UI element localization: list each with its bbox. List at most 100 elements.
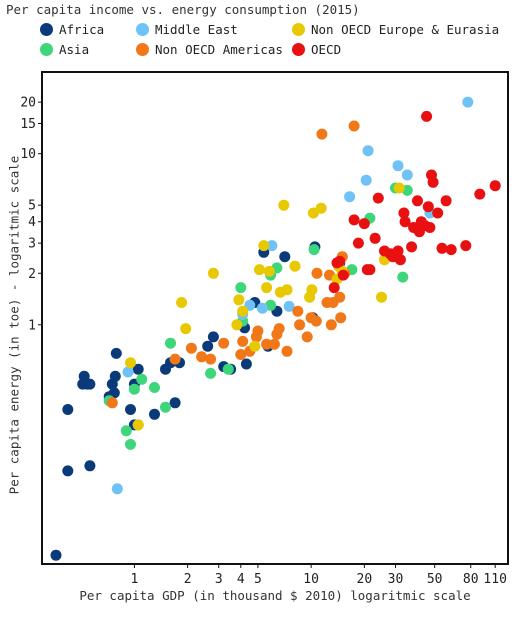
point-non-oecd-europe-eurasia-6 <box>233 294 245 306</box>
point-non-oecd-europe-eurasia-24 <box>376 291 387 303</box>
legend-marker-non-oecd-americas <box>136 43 149 56</box>
point-asia-11 <box>235 282 247 294</box>
point-africa-11 <box>109 370 121 382</box>
point-africa-0 <box>50 549 62 561</box>
legend-label-non-oecd-americas: Non OECD Americas <box>155 42 283 57</box>
y-axis-ticks: 1 2 3 45 10 15 20 <box>20 96 42 333</box>
point-oecd-2 <box>334 255 346 267</box>
point-oecd-17 <box>399 216 411 228</box>
point-asia-16 <box>308 244 320 256</box>
x-tick-label-5: 10 <box>303 572 319 587</box>
point-asia-1 <box>120 425 132 437</box>
point-non-oecd-americas-0 <box>106 397 118 409</box>
point-oecd-0 <box>328 282 340 294</box>
point-oecd-9 <box>369 232 381 244</box>
x-tick-label-2: 3 <box>215 572 223 587</box>
point-middle-east-8 <box>360 174 372 186</box>
legend-label-middle-east: Middle East <box>155 22 238 37</box>
y-tick-label-5: 10 <box>20 147 36 162</box>
point-non-oecd-americas-11 <box>261 338 273 350</box>
point-non-oecd-europe-eurasia-7 <box>237 305 249 317</box>
legend-item-asia: Asia <box>40 42 89 57</box>
point-non-oecd-americas-12 <box>268 338 280 350</box>
point-non-oecd-americas-26 <box>334 291 346 303</box>
point-oecd-3 <box>337 269 349 281</box>
legend-label-non-oecd-europe: Non OECD Europe & Eurasia <box>311 22 500 37</box>
x-tick-label-7: 30 <box>388 572 404 587</box>
legend-item-middle-east: Middle East <box>136 22 238 37</box>
point-oecd-20 <box>412 195 423 207</box>
point-non-oecd-europe-eurasia-26 <box>393 182 405 194</box>
point-africa-6 <box>84 378 96 390</box>
point-oecd-29 <box>432 207 444 219</box>
point-non-oecd-americas-14 <box>273 323 285 335</box>
point-oecd-25 <box>422 201 434 213</box>
point-non-oecd-americas-21 <box>311 267 323 279</box>
legend-item-non-oecd-americas: Non OECD Americas <box>136 42 283 57</box>
x-tick-label-0: 1 <box>130 572 138 587</box>
point-non-oecd-europe-eurasia-12 <box>263 265 275 277</box>
point-non-oecd-americas-7 <box>237 335 249 347</box>
point-oecd-4 <box>348 214 360 226</box>
point-asia-2 <box>125 438 136 450</box>
legend-marker-asia <box>40 43 53 56</box>
point-oecd-5 <box>352 237 364 249</box>
point-non-oecd-europe-eurasia-10 <box>258 240 270 252</box>
points-layer <box>50 96 501 561</box>
point-africa-27 <box>240 358 252 370</box>
point-oecd-16 <box>398 207 410 219</box>
plot-frame <box>41 71 509 565</box>
x-axis-label: Per capita GDP (in thousand $ 2010) loga… <box>79 588 471 603</box>
point-africa-16 <box>132 363 144 375</box>
point-middle-east-9 <box>362 145 374 157</box>
point-asia-6 <box>149 382 160 393</box>
point-non-oecd-americas-30 <box>316 128 328 140</box>
point-non-oecd-americas-27 <box>335 312 347 324</box>
point-oecd-32 <box>445 244 457 256</box>
legend-label-asia: Asia <box>59 42 90 57</box>
point-oecd-35 <box>489 180 501 192</box>
legend-marker-middle-east <box>136 23 149 36</box>
point-oecd-34 <box>474 188 486 200</box>
point-middle-east-6 <box>283 300 295 312</box>
point-non-oecd-americas-31 <box>348 120 360 132</box>
point-middle-east-7 <box>344 191 356 203</box>
point-non-oecd-europe-eurasia-1 <box>132 419 144 431</box>
legend-item-africa: Africa <box>40 22 104 37</box>
y-tick-label-6: 15 <box>20 117 36 132</box>
point-africa-12 <box>110 347 122 359</box>
point-africa-32 <box>279 251 291 263</box>
point-africa-17 <box>149 408 160 420</box>
x-tick-label-4: 5 <box>254 572 262 587</box>
point-middle-east-13 <box>462 96 474 108</box>
point-africa-20 <box>169 397 181 409</box>
point-asia-9 <box>205 367 217 379</box>
point-non-oecd-europe-eurasia-5 <box>231 319 243 331</box>
point-non-oecd-europe-eurasia-9 <box>254 264 265 276</box>
y-tick-label-3: 4 <box>28 215 36 230</box>
point-asia-8 <box>165 337 176 349</box>
y-axis-label: Per capita energy (in toe) - logaritmic … <box>6 155 22 495</box>
chart-title: Per capita income vs. energy consumption… <box>6 2 360 17</box>
point-non-oecd-europe-eurasia-2 <box>176 297 188 308</box>
x-axis-ticks: 1 2 3 4 5 10 20 30 50 80 110 <box>130 564 507 587</box>
point-non-oecd-europe-eurasia-0 <box>125 357 136 369</box>
point-oecd-6 <box>358 218 370 230</box>
point-oecd-24 <box>421 110 433 122</box>
point-non-oecd-americas-10 <box>252 325 264 337</box>
point-non-oecd-europe-eurasia-20 <box>315 202 327 214</box>
legend-marker-africa <box>40 23 53 36</box>
x-tick-label-9: 80 <box>463 572 479 587</box>
point-asia-20 <box>397 271 409 283</box>
point-non-oecd-americas-4 <box>205 353 217 365</box>
point-non-oecd-europe-eurasia-14 <box>278 199 290 211</box>
x-tick-label-8: 50 <box>427 572 443 587</box>
point-non-oecd-europe-eurasia-16 <box>289 260 301 272</box>
point-africa-10 <box>108 387 120 399</box>
point-africa-13 <box>125 404 136 415</box>
point-middle-east-0 <box>111 483 123 495</box>
point-oecd-10 <box>372 192 384 204</box>
point-oecd-26 <box>424 222 436 233</box>
x-tick-label-10: 110 <box>483 572 506 587</box>
